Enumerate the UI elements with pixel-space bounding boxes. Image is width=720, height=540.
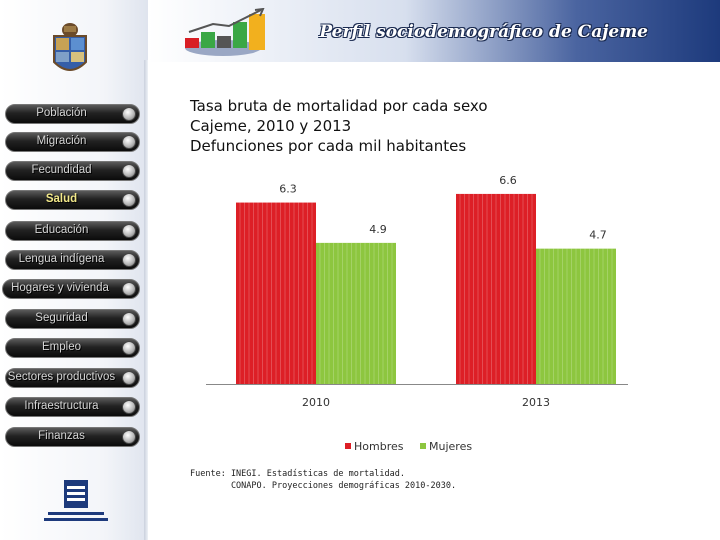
chart-title-line: Tasa bruta de mortalidad por cada sexo	[190, 97, 488, 115]
legend-swatch-mujeres	[420, 443, 426, 449]
nav-knob-icon	[122, 164, 136, 178]
data-label: 4.9	[369, 223, 387, 236]
source-line-2: CONAPO. Proyecciones demográficas 2010-2…	[190, 481, 457, 491]
nav-knob-icon	[122, 193, 136, 207]
nav-knob-icon	[122, 107, 136, 121]
nav-knob-icon	[122, 400, 136, 414]
source-note: Fuente: INEGI. Estadísticas de mortalida…	[190, 468, 456, 492]
nav-item-fecundidad[interactable]: Fecundidad	[5, 161, 140, 181]
nav-item-hogares-y-vivienda[interactable]: Hogares y vivienda	[2, 279, 140, 299]
nav-item-label: Empleo	[42, 341, 81, 353]
nav-item-label: Migración	[36, 135, 87, 147]
x-tick-label: 2010	[302, 396, 330, 409]
nav-item-empleo[interactable]: Empleo	[5, 338, 140, 358]
nav-knob-icon	[122, 135, 136, 149]
nav-knob-icon	[122, 430, 136, 444]
nav-knob-icon	[122, 224, 136, 238]
nav-item-label: Educación	[34, 224, 89, 236]
nav-item-label: Salud	[45, 193, 78, 205]
nav-knob-icon	[122, 253, 136, 267]
nav-item-migracion[interactable]: Migración	[5, 132, 140, 152]
chart-subtitle-line: Cajeme, 2010 y 2013	[190, 117, 352, 135]
nav-item-sectores-productivos[interactable]: Sectores productivos	[5, 368, 140, 388]
nav-item-label: Lengua indígena	[18, 253, 105, 265]
nav-item-lengua-indigena[interactable]: Lengua indígena	[5, 250, 140, 270]
nav-knob-icon	[122, 282, 136, 296]
nav-item-label: Infraestructura	[24, 400, 99, 412]
nav-knob-icon	[122, 371, 136, 385]
nav-knob-icon	[122, 341, 136, 355]
chart-title: Tasa bruta de mortalidad por cada sexo C…	[190, 96, 488, 156]
nav-item-label: Seguridad	[35, 312, 88, 324]
bar-mujeres-2010	[316, 242, 396, 384]
data-label: 6.6	[499, 174, 517, 187]
data-label: 6.3	[279, 183, 297, 196]
page-title: Perfil sociodemográfico de Cajeme	[319, 22, 648, 42]
nav-item-educacion[interactable]: Educación	[5, 221, 140, 241]
sidebar-nav: Población Migración Fecundidad Salud Educaci…	[0, 0, 150, 540]
nav-item-seguridad[interactable]: Seguridad	[5, 309, 140, 329]
nav-item-label: Población	[36, 107, 87, 119]
nav-item-label: Hogares y vivienda	[11, 282, 109, 294]
nav-item-label: Finanzas	[38, 430, 85, 442]
nav-knob-icon	[122, 312, 136, 326]
legend-swatch-hombres	[345, 443, 351, 449]
chart-units-line: Defunciones por cada mil habitantes	[190, 137, 467, 155]
nav-item-label: Sectores productivos	[7, 371, 116, 383]
left-panel	[0, 0, 148, 540]
bar-hombres-2013	[456, 193, 536, 384]
nav-item-label: Fecundidad	[31, 164, 92, 176]
nav-item-salud[interactable]: Salud	[5, 190, 140, 210]
legend-label-hombres: Hombres	[354, 440, 404, 453]
nav-item-finanzas[interactable]: Finanzas	[5, 427, 140, 447]
inegi-logo-icon	[44, 480, 108, 521]
source-line-1: Fuente: INEGI. Estadísticas de mortalida…	[190, 469, 405, 479]
bar-hombres-2010	[236, 202, 316, 384]
x-tick-label: 2013	[522, 396, 550, 409]
growth-chart-logo-icon	[185, 8, 265, 56]
nav-item-infraestructura[interactable]: Infraestructura	[5, 397, 140, 417]
legend-label-mujeres: Mujeres	[429, 440, 472, 453]
coat-of-arms-icon	[53, 23, 87, 71]
data-label: 4.7	[589, 229, 607, 242]
bar-mujeres-2013	[536, 248, 616, 384]
nav-item-poblacion[interactable]: Población	[5, 104, 140, 124]
